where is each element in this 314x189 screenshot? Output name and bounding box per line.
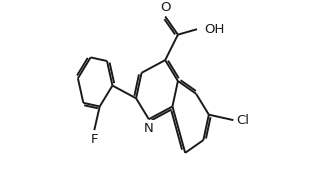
Text: OH: OH <box>204 23 225 36</box>
Text: O: O <box>160 1 171 14</box>
Text: N: N <box>144 122 154 135</box>
Text: Cl: Cl <box>236 114 249 127</box>
Text: F: F <box>90 133 98 146</box>
